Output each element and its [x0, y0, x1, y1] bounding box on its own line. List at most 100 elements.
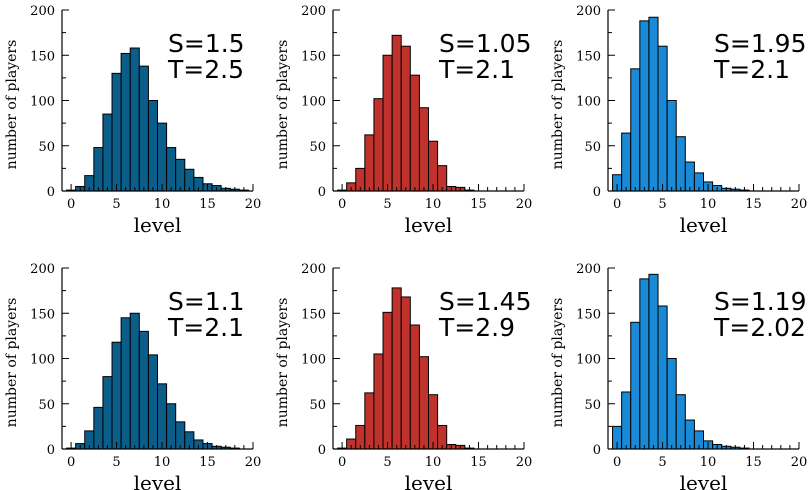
x-tick-label: 5 [383, 197, 391, 212]
y-tick-label: 150 [30, 49, 55, 64]
parameter-annotation: S=1.95 [714, 29, 806, 58]
y-tick-label: 50 [38, 140, 55, 155]
histogram-bar [166, 403, 177, 450]
y-tick-label: 50 [584, 398, 601, 413]
parameter-annotation: T=2.1 [167, 313, 244, 342]
histogram-bar [102, 376, 113, 450]
x-tick-label: 10 [700, 455, 717, 470]
histogram-bar [675, 394, 686, 450]
x-tick-label: 15 [470, 455, 487, 470]
y-tick-label: 100 [30, 353, 55, 368]
histogram-bar [364, 134, 375, 192]
histogram-bar [391, 34, 402, 192]
y-tick-label: 200 [576, 4, 601, 19]
histogram-bar [157, 383, 168, 450]
histogram-bar [428, 394, 439, 450]
histogram-bar [93, 406, 104, 450]
histogram-bar [391, 287, 402, 450]
x-tick-label: 5 [112, 197, 120, 212]
y-tick-label: 200 [30, 262, 55, 277]
histogram-bar [630, 68, 641, 192]
histogram-bar [621, 391, 632, 450]
histogram-bar [147, 100, 158, 192]
histogram-bar [684, 419, 695, 450]
y-tick-label: 0 [318, 443, 326, 458]
histogram-bar [684, 161, 695, 192]
histogram-bar [657, 305, 668, 450]
histogram-bar [630, 321, 641, 450]
x-tick-label: 0 [338, 455, 346, 470]
y-tick-label: 0 [318, 185, 326, 200]
histogram-bar [418, 107, 429, 192]
histogram-bar [382, 311, 393, 450]
histogram-bar [648, 273, 659, 450]
histogram-bar [675, 136, 686, 192]
y-tick-label: 50 [584, 140, 601, 155]
y-tick-label: 200 [301, 262, 326, 277]
parameter-annotation: T=2.5 [167, 55, 244, 84]
y-axis-label: number of players [275, 298, 291, 428]
y-axis-label: number of players [550, 298, 566, 428]
histogram-bar [120, 317, 131, 450]
x-tick-label: 0 [67, 197, 75, 212]
x-tick-label: 15 [199, 197, 216, 212]
histogram-bar [657, 45, 668, 192]
x-tick-label: 20 [516, 455, 533, 470]
x-axis-label: level [680, 471, 728, 490]
parameter-annotation: S=1.1 [168, 287, 245, 316]
x-axis-label: level [134, 471, 182, 490]
x-axis-label: level [134, 213, 182, 237]
histogram-bar [364, 392, 375, 450]
histogram-bar [102, 113, 113, 192]
histogram-bar [428, 140, 439, 192]
parameter-annotation: T=2.1 [438, 55, 515, 84]
x-tick-label: 15 [199, 455, 216, 470]
histogram-bar [175, 421, 186, 450]
x-tick-label: 20 [791, 455, 808, 470]
y-axis-label: number of players [550, 40, 566, 170]
x-tick-label: 5 [658, 197, 666, 212]
y-tick-label: 150 [576, 49, 601, 64]
parameter-annotation: S=1.05 [439, 29, 531, 58]
y-tick-label: 150 [30, 307, 55, 322]
x-axis-label: level [680, 213, 728, 237]
histogram-bar [648, 16, 659, 192]
histogram-bar [129, 47, 140, 192]
parameter-annotation: T=2.9 [438, 313, 515, 342]
x-tick-label: 20 [516, 197, 533, 212]
y-tick-label: 50 [309, 398, 326, 413]
x-tick-label: 20 [245, 197, 262, 212]
histogram-bar [400, 296, 411, 450]
x-tick-label: 15 [745, 455, 762, 470]
x-axis-label: level [405, 471, 453, 490]
histogram-bar [666, 100, 677, 192]
parameter-annotation: S=1.45 [439, 287, 531, 316]
y-tick-label: 100 [576, 95, 601, 110]
x-tick-label: 0 [67, 455, 75, 470]
y-tick-label: 0 [47, 443, 55, 458]
histogram-bar [111, 72, 122, 192]
histogram-bar [409, 74, 420, 192]
y-tick-label: 150 [576, 307, 601, 322]
x-tick-label: 20 [791, 197, 808, 212]
x-tick-label: 0 [338, 197, 346, 212]
histogram-bar [400, 45, 411, 192]
y-tick-label: 100 [576, 353, 601, 368]
histogram-bar [120, 52, 131, 192]
y-tick-label: 150 [301, 49, 326, 64]
y-tick-label: 200 [576, 262, 601, 277]
y-axis-label: number of players [4, 298, 20, 428]
x-tick-label: 10 [154, 197, 171, 212]
histogram-bar [166, 147, 177, 192]
y-tick-label: 0 [593, 185, 601, 200]
histogram-bar [621, 132, 632, 192]
histogram-bar [418, 356, 429, 450]
x-tick-label: 10 [425, 197, 442, 212]
histogram-bar [175, 158, 186, 192]
y-tick-label: 100 [301, 353, 326, 368]
